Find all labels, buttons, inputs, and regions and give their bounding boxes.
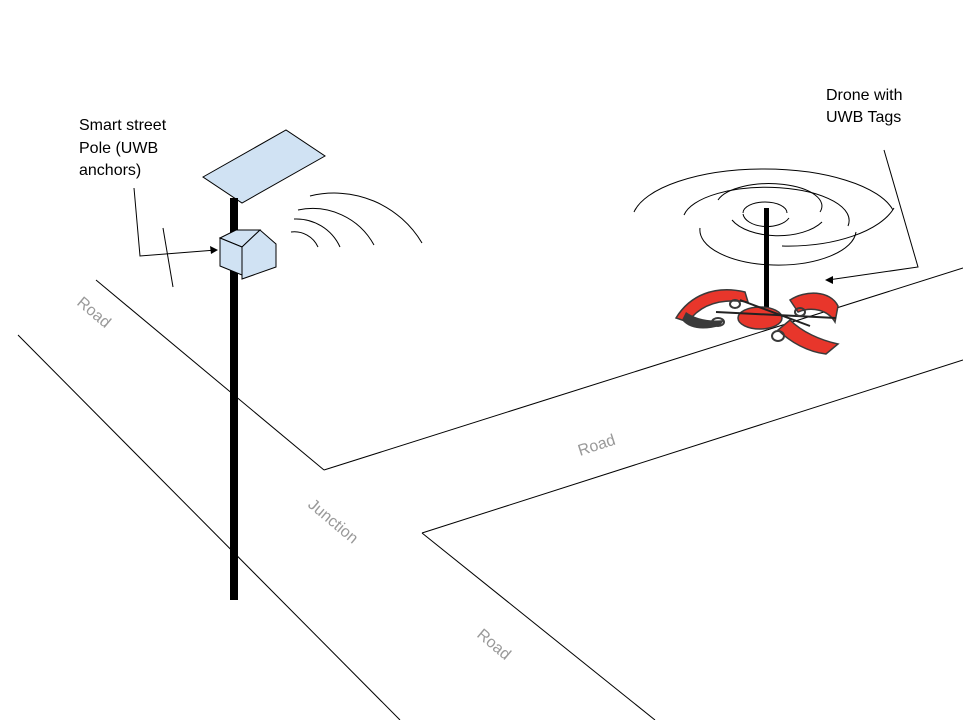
drone bbox=[674, 208, 840, 355]
pole-shaft bbox=[230, 198, 238, 600]
smart-street-pole bbox=[202, 129, 326, 600]
drone-body bbox=[737, 306, 783, 330]
drone-label-pointer bbox=[825, 149, 919, 284]
rotor-rear-left bbox=[729, 299, 741, 309]
pole-label: Smart street Pole (UWB anchors) bbox=[79, 117, 171, 179]
drone-label: Drone with UWB Tags bbox=[826, 87, 907, 126]
drone-right-arm bbox=[788, 292, 839, 325]
drone-label-line-2: UWB Tags bbox=[826, 109, 901, 126]
road-edges bbox=[17, 267, 963, 720]
pole-label-line-3: anchors) bbox=[79, 162, 141, 179]
uwb-anchor-box bbox=[218, 229, 277, 280]
solar-panel bbox=[202, 129, 326, 204]
rotor-front-left bbox=[711, 317, 725, 327]
road-edge-upper-right bbox=[323, 267, 963, 471]
drone-front-right-arm bbox=[776, 318, 840, 355]
road-edge-upper-left bbox=[95, 279, 325, 471]
pole-signal-waves bbox=[290, 192, 423, 248]
road-edge-lower-right bbox=[421, 359, 963, 534]
road-edge-lower-left bbox=[17, 334, 401, 720]
road-label-upper-left: Road bbox=[73, 294, 113, 332]
road-label-right: Road bbox=[576, 432, 618, 460]
junction-label: Junction bbox=[304, 496, 361, 547]
rotor-rear-right bbox=[794, 307, 806, 317]
drone-left-arm bbox=[674, 289, 750, 323]
rotor-front-right bbox=[771, 330, 785, 342]
pole-label-line-1: Smart street bbox=[79, 117, 167, 134]
drone-signal-waves bbox=[633, 168, 895, 266]
drone-label-line-1: Drone with bbox=[826, 87, 902, 104]
uwb-tag-antenna bbox=[764, 208, 769, 308]
road-edge-lower-branch bbox=[421, 532, 656, 720]
pole-label-line-2: Pole (UWB bbox=[79, 140, 158, 157]
drone-crossbar-left bbox=[715, 311, 837, 319]
drone-crossbar-right bbox=[739, 299, 811, 327]
pole-label-pointer bbox=[133, 187, 218, 288]
road-label-lower: Road bbox=[473, 626, 513, 664]
